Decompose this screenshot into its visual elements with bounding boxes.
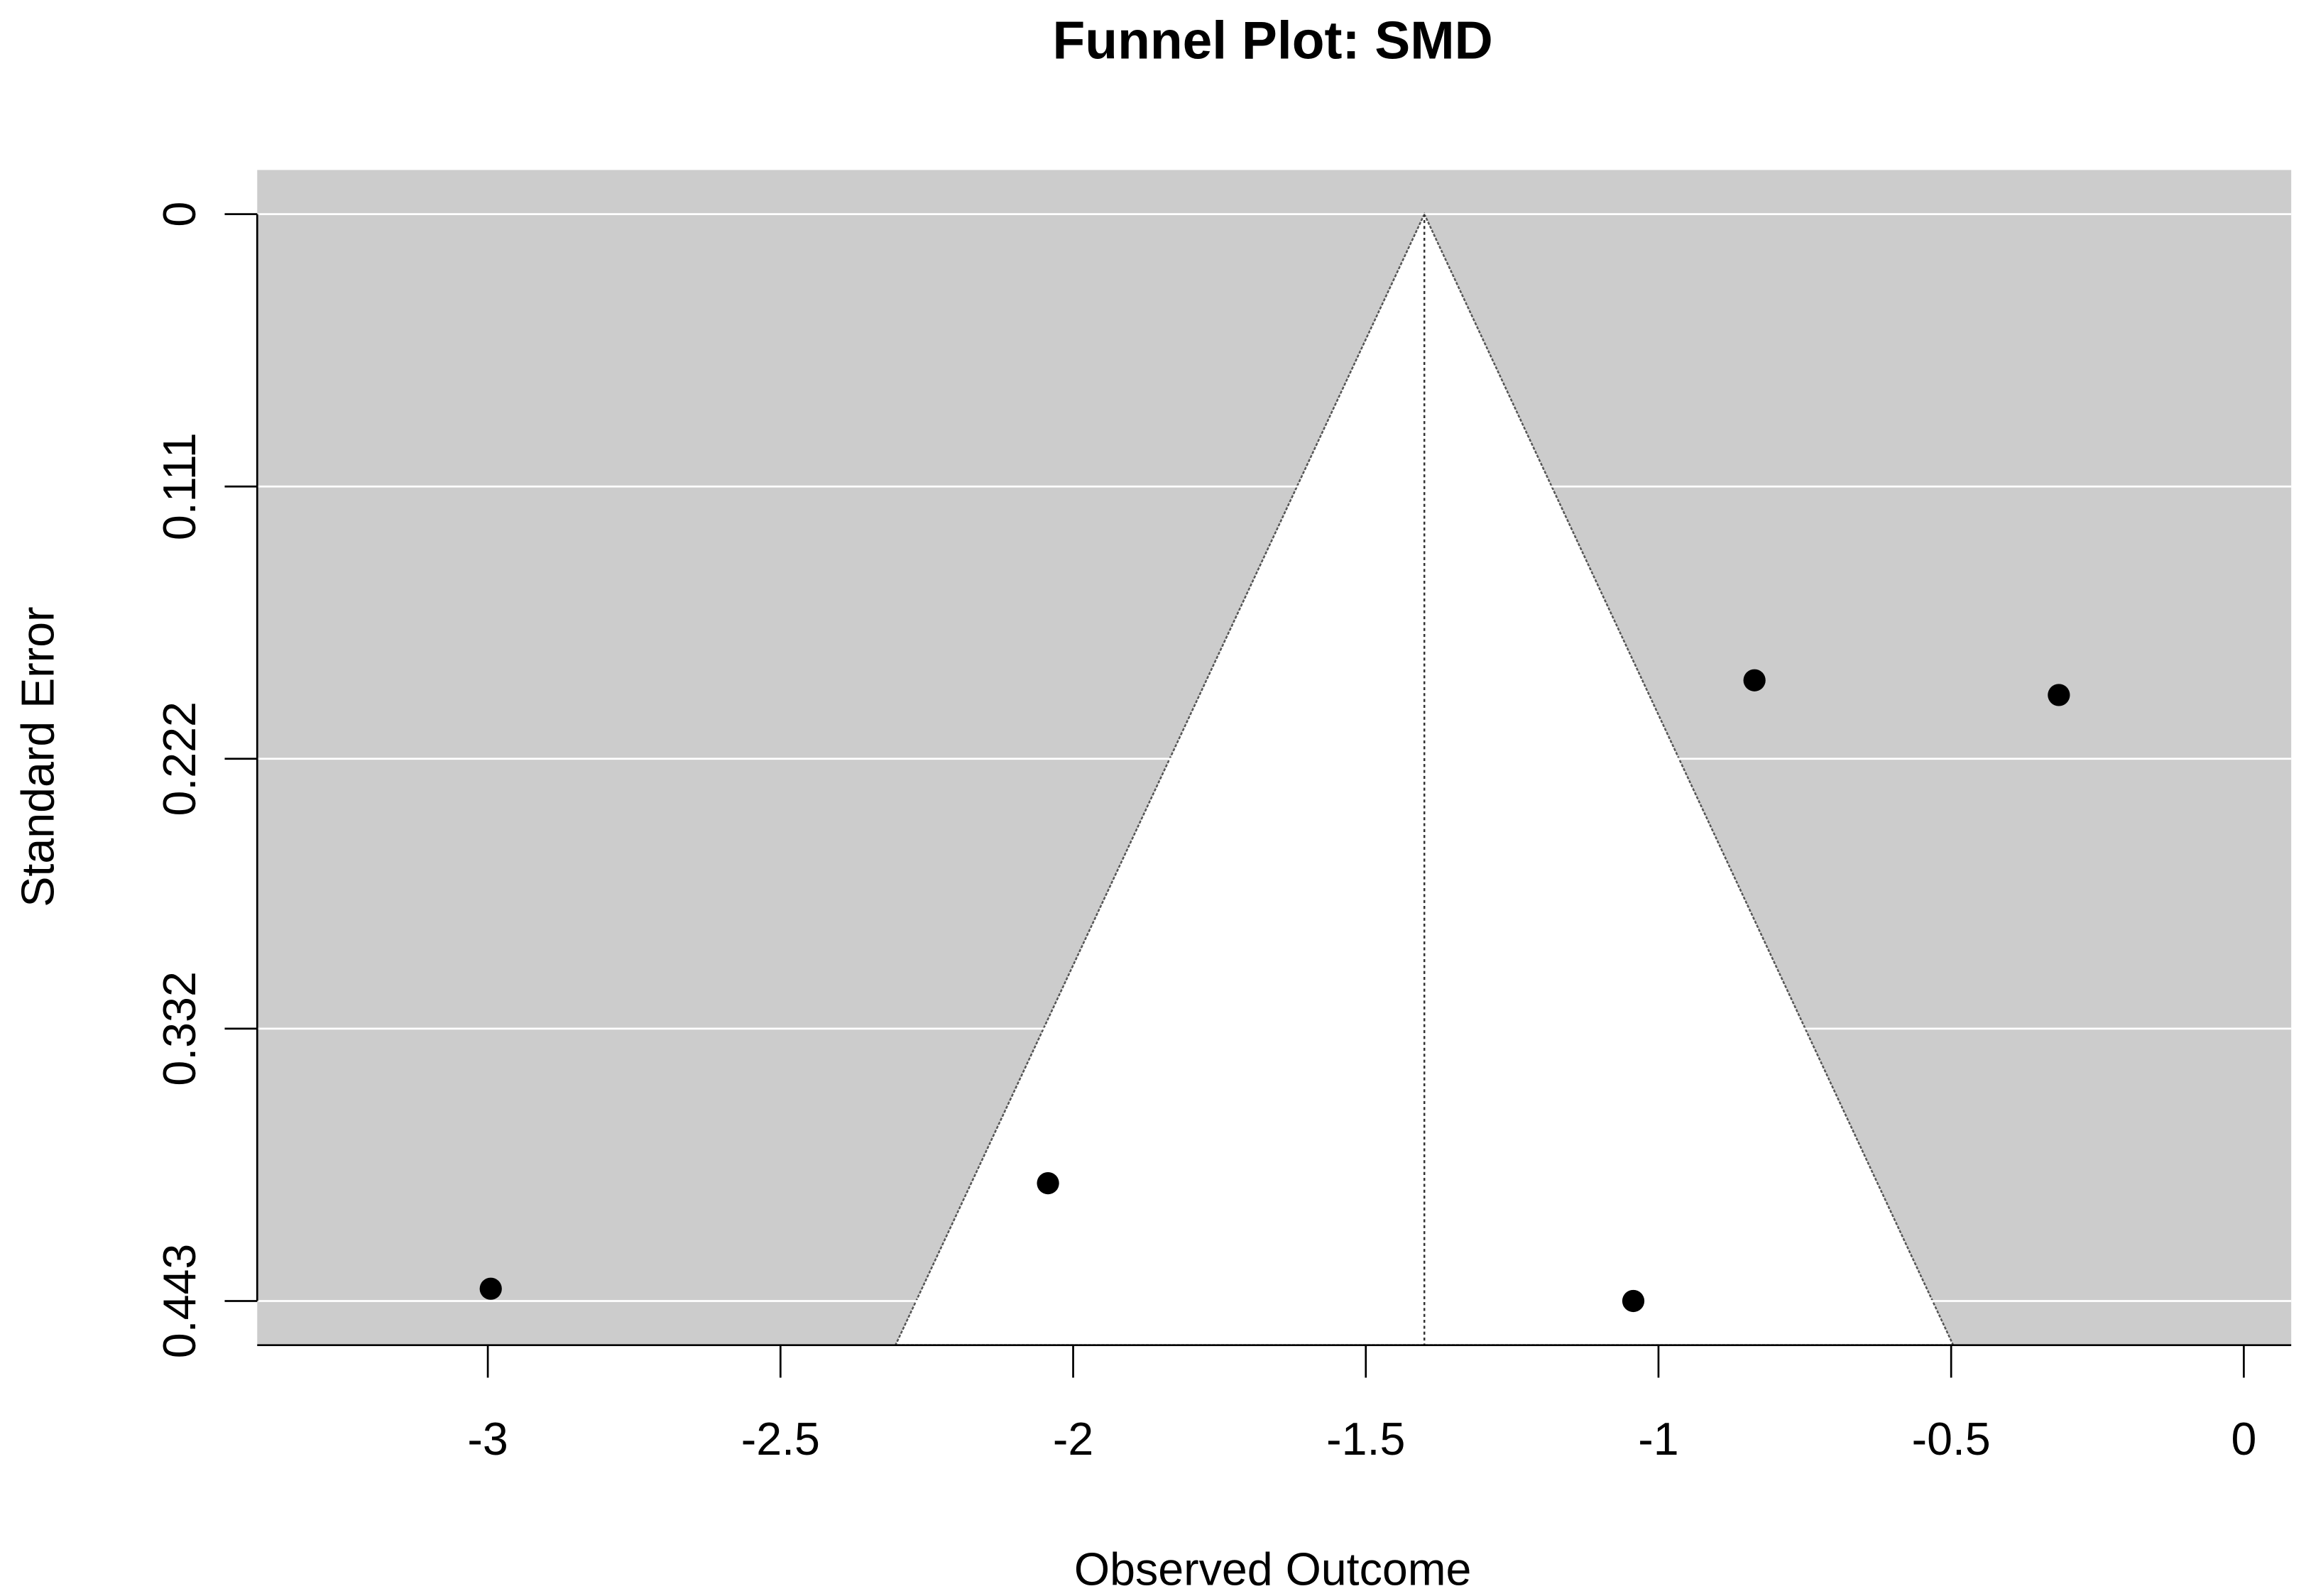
x-tick-label: -1.5 bbox=[1326, 1414, 1405, 1465]
x-tick-label: 0 bbox=[2231, 1414, 2256, 1465]
data-point bbox=[1622, 1289, 1645, 1313]
y-tick-label: 0 bbox=[154, 202, 205, 227]
x-tick-label: -3 bbox=[467, 1414, 508, 1465]
x-tick-label: -2 bbox=[1053, 1414, 1093, 1465]
data-point bbox=[1743, 669, 1766, 692]
chart-title: Funnel Plot: SMD bbox=[1053, 10, 1493, 70]
x-tick-label: -1 bbox=[1638, 1414, 1678, 1465]
y-tick-label: 0.222 bbox=[154, 701, 205, 816]
data-point bbox=[1037, 1171, 1059, 1195]
data-point bbox=[479, 1277, 502, 1300]
y-tick-label: 0.332 bbox=[154, 971, 205, 1086]
x-tick-label: -0.5 bbox=[1912, 1414, 1991, 1465]
y-tick-label: 0.443 bbox=[154, 1244, 205, 1359]
y-tick-label: 0.111 bbox=[154, 432, 205, 540]
data-point bbox=[2048, 684, 2070, 706]
x-tick-label: -2.5 bbox=[741, 1414, 820, 1465]
funnel-region bbox=[894, 212, 1955, 1346]
x-axis-label: Observed Outcome bbox=[1074, 1543, 1472, 1595]
y-axis-label: Standard Error bbox=[12, 606, 63, 907]
